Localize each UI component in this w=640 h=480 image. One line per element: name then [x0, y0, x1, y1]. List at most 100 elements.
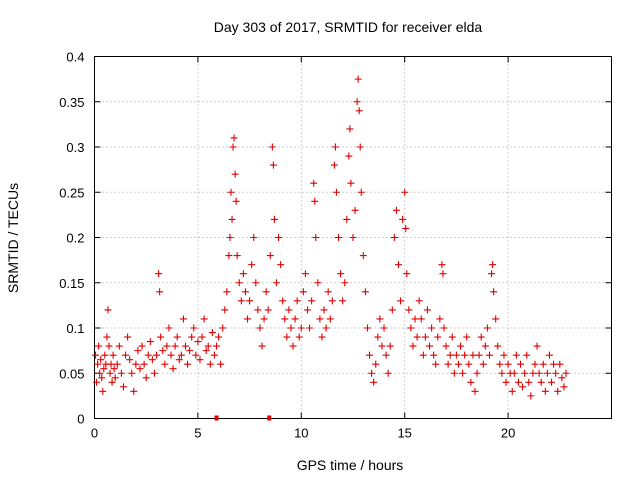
data-point: [556, 360, 564, 368]
data-point: [322, 324, 330, 332]
data-point: [473, 369, 481, 377]
data-point: [413, 333, 421, 341]
data-point: [498, 369, 506, 377]
data-point: [231, 170, 239, 178]
data-point: [138, 342, 146, 350]
data-point: [233, 252, 241, 260]
data-point: [428, 324, 436, 332]
data-point: [100, 365, 108, 373]
data-point: [92, 351, 100, 359]
data-point: [390, 234, 398, 241]
data-point: [318, 333, 326, 341]
data-point: [483, 324, 491, 332]
data-point: [419, 351, 427, 359]
data-point: [279, 297, 287, 305]
data-point: [535, 369, 543, 377]
data-point: [392, 206, 400, 214]
data-point: [196, 356, 204, 364]
data-point: [184, 360, 192, 368]
data-point: [190, 324, 198, 332]
data-point: [368, 369, 376, 377]
data-point: [221, 306, 229, 314]
data-point: [308, 297, 316, 305]
data-point: [548, 378, 556, 386]
data-point: [246, 297, 254, 305]
data-point: [277, 261, 285, 269]
data-point: [463, 333, 471, 341]
data-point: [326, 315, 334, 323]
data-point: [264, 306, 272, 314]
data-point: [167, 351, 175, 359]
data-point: [517, 360, 525, 368]
data-point: [525, 378, 533, 386]
data-point: [471, 387, 479, 395]
data-point: [291, 315, 299, 323]
data-point: [101, 351, 109, 359]
data-point: [244, 315, 252, 323]
data-point: [519, 383, 527, 391]
x-tick-label: 0: [91, 426, 98, 441]
data-point: [295, 333, 303, 341]
data-point: [128, 369, 136, 377]
data-point: [402, 224, 410, 232]
data-point: [169, 365, 177, 373]
data-point: [397, 297, 405, 305]
data-point: [417, 315, 425, 323]
x-tick-label: 15: [397, 426, 411, 441]
data-point: [459, 369, 467, 377]
data-point: [469, 351, 477, 359]
data-point: [349, 234, 357, 241]
data-point: [347, 179, 355, 187]
data-point: [508, 387, 516, 395]
data-point: [226, 234, 234, 241]
data-point: [310, 179, 318, 187]
data-point: [415, 297, 423, 305]
data-point: [354, 75, 362, 83]
data-point: [430, 351, 438, 359]
data-point: [200, 315, 208, 323]
data-point: [229, 143, 237, 151]
data-point: [481, 342, 489, 350]
flag-marker: [267, 415, 272, 421]
data-point: [335, 234, 343, 241]
data-point: [436, 315, 444, 323]
data-point: [266, 252, 274, 260]
data-point: [252, 279, 260, 287]
data-point: [270, 215, 278, 223]
data-point: [444, 360, 452, 368]
data-point: [539, 360, 547, 368]
data-point: [343, 215, 351, 223]
data-point: [439, 270, 447, 278]
data-point: [366, 351, 374, 359]
data-point: [359, 252, 367, 260]
data-point: [106, 369, 114, 377]
data-point: [494, 342, 502, 350]
data-point: [475, 351, 483, 359]
data-point: [543, 369, 551, 377]
data-point: [490, 288, 498, 296]
data-point: [108, 378, 116, 386]
data-point: [192, 351, 200, 359]
y-tick-label: 0.4: [66, 50, 84, 65]
data-point: [399, 215, 407, 223]
data-point: [94, 360, 102, 368]
data-point: [287, 324, 295, 332]
data-point: [285, 306, 293, 314]
x-tick-label: 5: [194, 426, 201, 441]
data-point: [388, 306, 396, 314]
data-point: [105, 342, 113, 350]
data-point: [457, 342, 465, 350]
data-point: [228, 215, 236, 223]
data-point: [144, 351, 152, 359]
data-point: [142, 374, 150, 382]
data-point: [450, 369, 458, 377]
data-point: [268, 143, 276, 151]
data-point: [206, 360, 214, 368]
data-point: [202, 347, 210, 355]
y-tick-label: 0.05: [59, 366, 84, 381]
data-point: [331, 143, 339, 151]
data-point: [550, 360, 558, 368]
data-point: [223, 288, 231, 296]
data-point: [355, 107, 363, 115]
